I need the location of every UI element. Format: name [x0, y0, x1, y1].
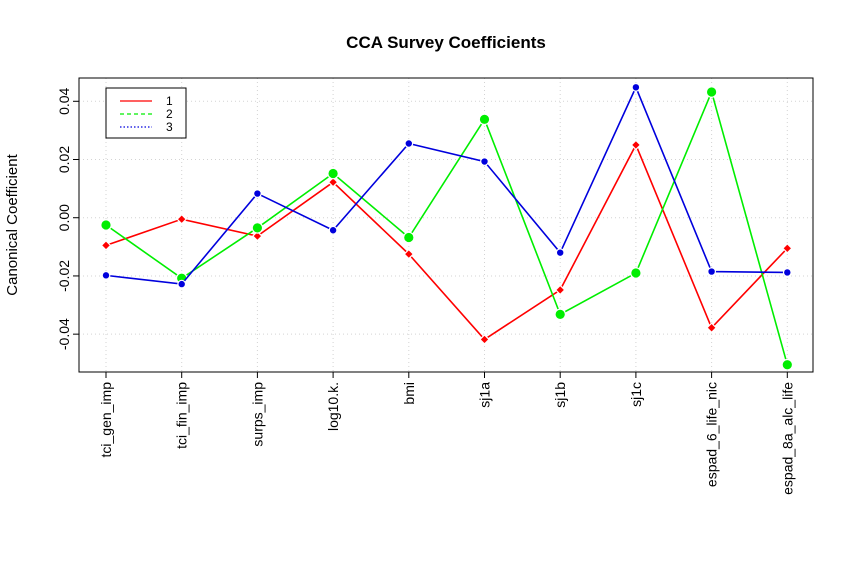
series-1 [100, 139, 793, 345]
y-tick-label: 0.04 [56, 87, 72, 114]
legend-label-2: 2 [166, 107, 173, 121]
y-tick-label: -0.04 [56, 318, 72, 350]
chart-title: CCA Survey Coefficients [346, 33, 546, 52]
x-tick-label: sj1b [552, 382, 568, 408]
data-point [630, 139, 642, 151]
data-point [252, 189, 262, 198]
data-point [327, 176, 339, 188]
legend-label-1: 1 [166, 94, 173, 108]
data-point [782, 268, 792, 277]
series-3 [101, 82, 792, 289]
data-point [177, 279, 187, 289]
grid [79, 78, 813, 372]
data-point [402, 231, 415, 244]
plot-frame [78, 77, 814, 373]
data-point [176, 213, 188, 225]
series-2 [100, 86, 794, 371]
y-tick-label: -0.02 [56, 260, 72, 292]
data-point [554, 284, 566, 296]
y-axis-label: Canonical Coefficient [4, 153, 21, 295]
x-tick-label: espad_6_life_nic [704, 382, 720, 487]
y-tick-label: 0.00 [56, 204, 72, 231]
y-axis: -0.04 -0.02 0.00 0.02 0.04 [56, 87, 79, 350]
x-tick-label: sj1a [477, 382, 493, 408]
data-point [252, 230, 263, 242]
data-point [479, 334, 490, 345]
data-point [101, 270, 111, 280]
x-tick-label: log10.k. [325, 382, 341, 431]
x-tick-label: sj1c [628, 382, 644, 407]
series-line-2 [105, 89, 789, 365]
series-line-3 [105, 85, 788, 285]
series-layer [100, 82, 794, 371]
y-tick-label: 0.02 [56, 146, 72, 173]
x-tick-label: surps_imp [249, 382, 265, 447]
data-point [478, 113, 491, 126]
data-point [781, 358, 794, 371]
data-point [404, 139, 414, 148]
data-point [100, 219, 112, 231]
data-point [480, 157, 489, 166]
x-tick-label: espad_8a_alc_life [779, 382, 795, 495]
data-point [100, 240, 112, 251]
series-line-1 [105, 143, 788, 341]
x-tick-label: tci_fin_imp [174, 382, 190, 449]
data-point [630, 267, 642, 279]
x-tick-label: bmi [401, 382, 417, 405]
data-point [781, 242, 793, 254]
data-point [327, 167, 339, 180]
data-point [555, 248, 565, 258]
data-point [706, 322, 717, 334]
data-point [403, 248, 415, 260]
legend-label-3: 3 [166, 120, 173, 134]
x-axis: tci_gen_imp tci_fin_imp surps_imp log10.k. b… [98, 372, 795, 495]
legend-box [105, 87, 187, 139]
data-point [707, 267, 716, 276]
data-point [554, 308, 566, 321]
data-point [705, 86, 718, 98]
data-point [328, 225, 338, 235]
x-tick-label: tci_gen_imp [98, 382, 114, 458]
data-point [251, 222, 264, 234]
legend: 123 [105, 87, 187, 139]
data-point [631, 82, 641, 92]
